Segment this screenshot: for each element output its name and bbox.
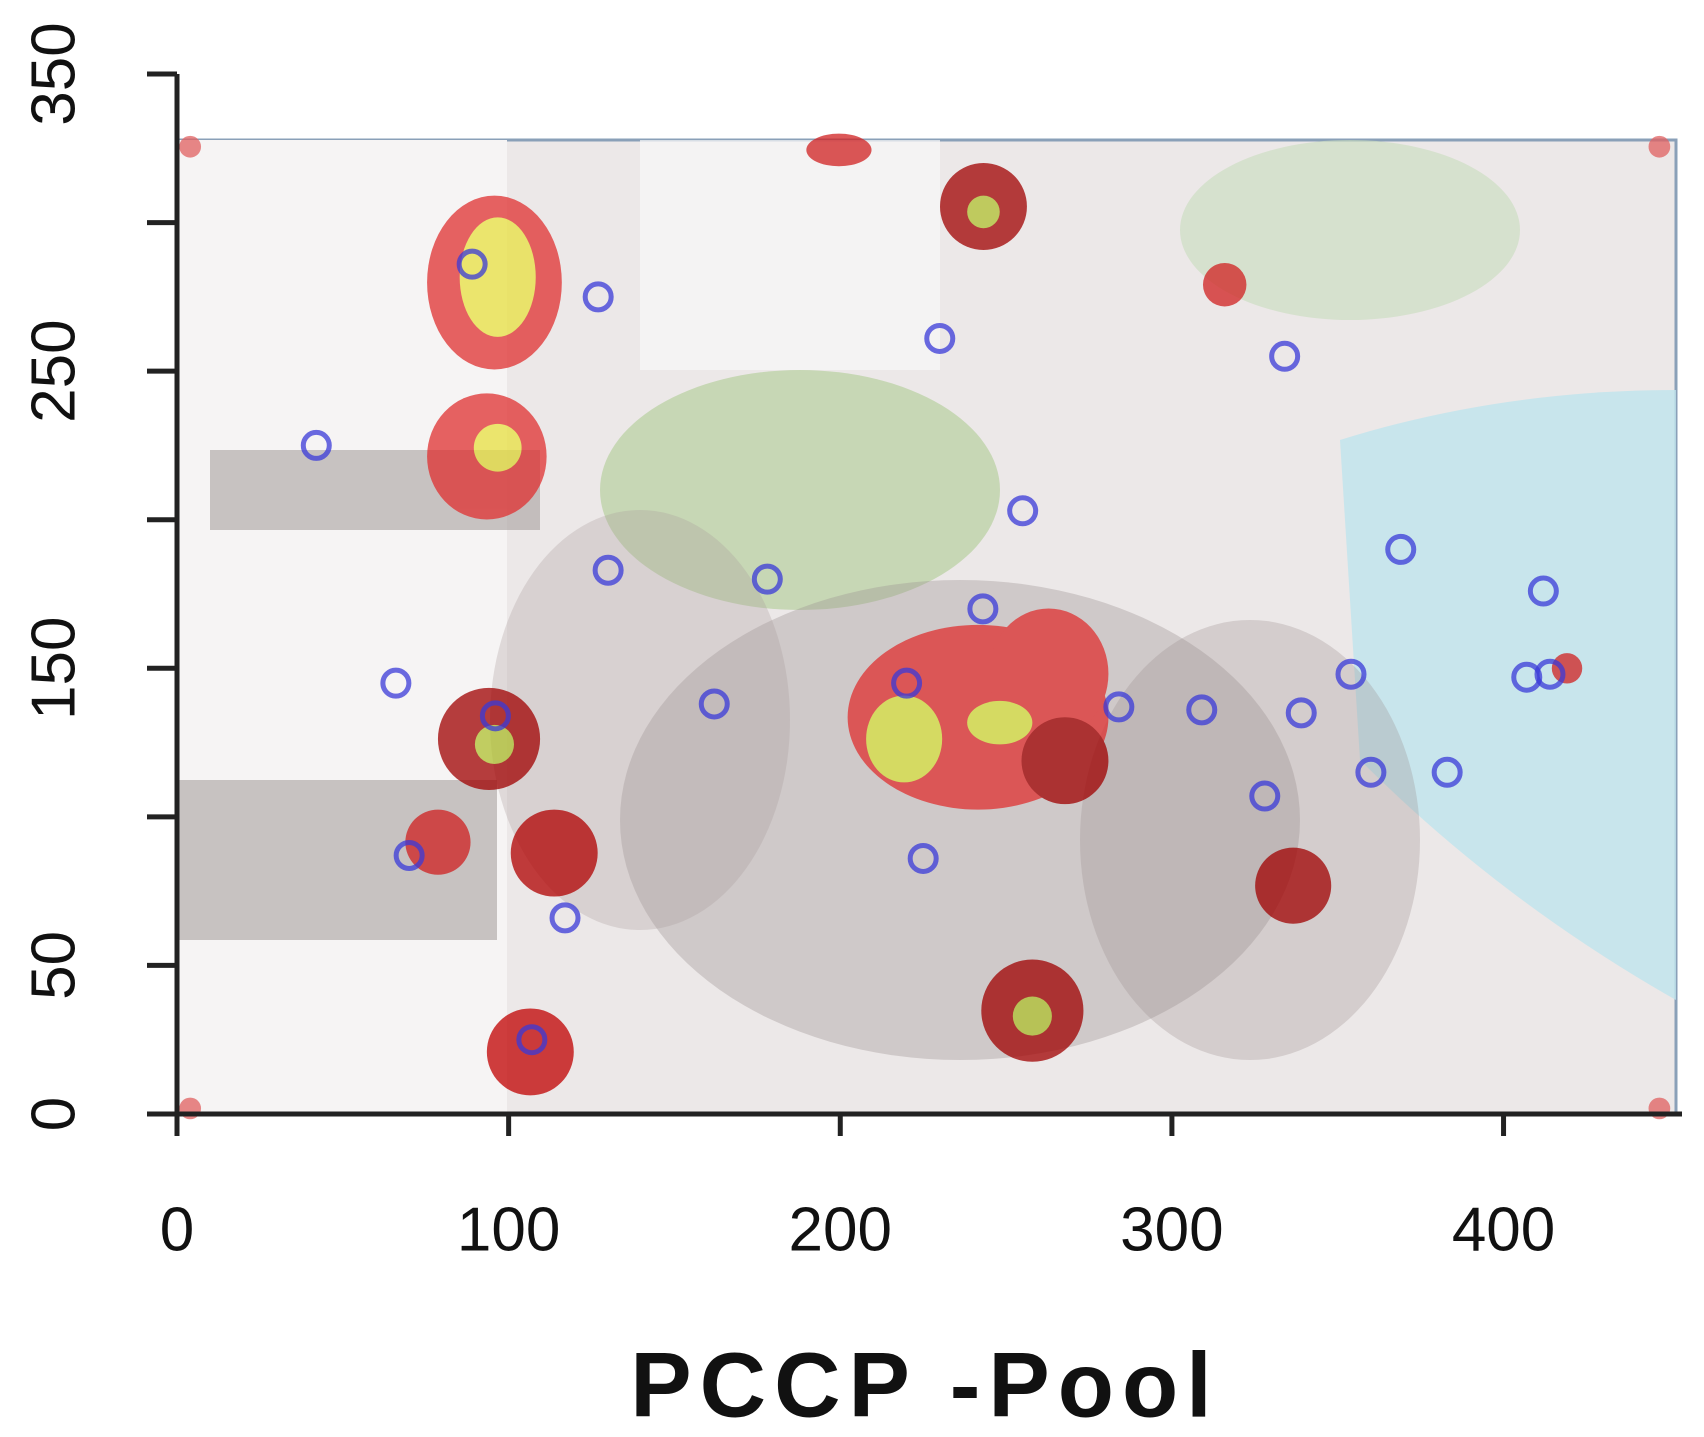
y-tick-label: 350 — [19, 22, 88, 125]
x-tick-label: 0 — [160, 1195, 194, 1264]
page: {"chart_data": {"type": "scatter", "titl… — [0, 0, 1704, 1432]
x-tick-label: 300 — [1120, 1195, 1223, 1264]
x-tick-label: 100 — [457, 1195, 560, 1264]
background-image — [177, 140, 1676, 1114]
x-tick-label: 400 — [1452, 1195, 1555, 1264]
chart: PCCP -Pool 0 100 200 300 400 0 50 150 250 350 — [0, 0, 1704, 1432]
x-tick-label: 200 — [789, 1195, 892, 1264]
y-tick-label: 250 — [19, 319, 88, 422]
chart-title: PCCP -Pool — [630, 1334, 1219, 1432]
y-tick-label: 150 — [19, 617, 88, 720]
y-tick-label: 0 — [19, 1097, 88, 1131]
y-tick-label: 50 — [19, 931, 88, 1000]
